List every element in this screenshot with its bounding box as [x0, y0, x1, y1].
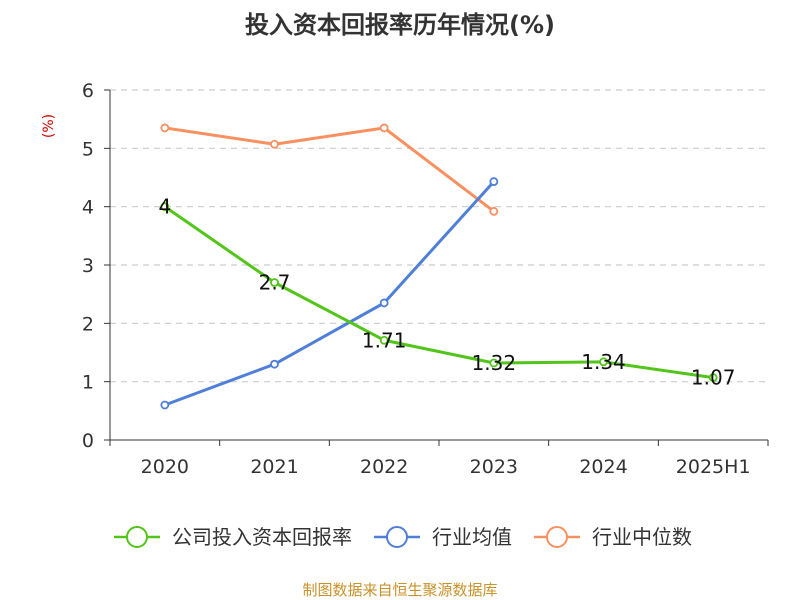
series-layer	[160, 123, 718, 410]
data-point	[160, 123, 170, 133]
y-axis-label: (%)	[41, 114, 57, 138]
data-point	[599, 357, 608, 367]
data-label-layer: 4 2.7 1.71 1.32 1.34 1.07	[158, 195, 735, 390]
y-tick-label: 1	[82, 372, 94, 394]
data-point	[270, 359, 279, 369]
axis-layer: 0 1 2 3 4 5 6 2020 2021 2022 2023 2024 2025H1	[82, 80, 769, 478]
data-point	[270, 139, 279, 149]
legend-label: 行业中位数	[592, 525, 692, 549]
chart-title: 投入资本回报率历年情况(%)	[245, 11, 555, 39]
data-label: 1.71	[362, 328, 407, 352]
series-line	[164, 180, 495, 407]
legend: 公司投入资本回报率 行业均值 行业中位数	[114, 525, 692, 549]
y-tick-label: 0	[82, 430, 94, 452]
x-tick-label: 2020	[141, 456, 189, 478]
source-note: 制图数据来自恒生聚源数据库	[302, 581, 497, 599]
y-tick-label: 2	[82, 313, 94, 335]
data-label: 4	[158, 195, 171, 219]
legend-marker	[126, 526, 148, 548]
x-tick-label: 2021	[250, 456, 298, 478]
data-label: 1.32	[472, 351, 517, 375]
data-label: 1.07	[691, 366, 736, 390]
data-point	[379, 298, 389, 308]
legend-marker	[546, 526, 568, 548]
series-line	[164, 126, 495, 213]
x-tick-label: 2022	[360, 456, 408, 478]
legend-marker	[386, 526, 408, 548]
data-point	[270, 278, 279, 287]
data-point	[489, 177, 499, 186]
legend-label: 公司投入资本回报率	[172, 525, 352, 549]
y-tick-label: 6	[82, 80, 94, 102]
y-tick-label: 4	[82, 197, 94, 219]
data-point	[160, 202, 170, 212]
x-tick-label: 2023	[470, 456, 518, 478]
data-label: 2.7	[259, 271, 291, 295]
series-line	[163, 205, 714, 380]
y-tick-label: 3	[82, 255, 94, 277]
data-point	[379, 123, 389, 133]
x-tick-label: 2024	[579, 456, 627, 478]
data-point	[489, 206, 499, 216]
legend-label: 行业均值	[432, 525, 512, 549]
data-point	[160, 400, 170, 410]
data-label: 1.34	[581, 350, 626, 374]
x-tick-label: 2025H1	[676, 456, 751, 478]
data-point	[708, 373, 718, 382]
data-point	[489, 358, 499, 368]
y-tick-label: 5	[82, 138, 94, 160]
data-point	[379, 335, 389, 345]
